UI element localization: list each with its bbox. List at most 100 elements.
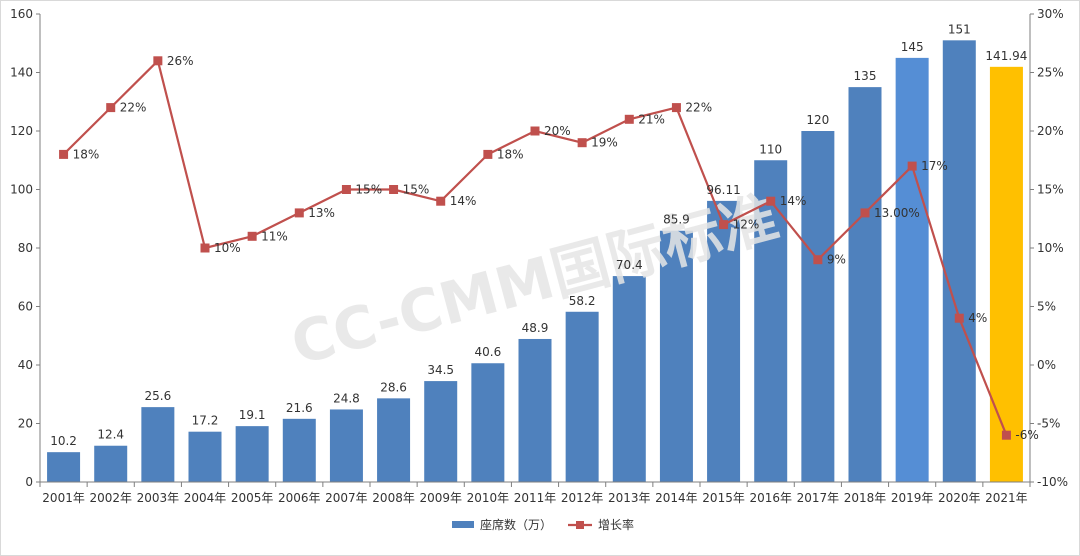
x-tick-label: 2001年 <box>42 491 85 505</box>
bar-value-label: 12.4 <box>97 428 124 442</box>
bar-value-label: 96.11 <box>706 183 740 197</box>
y-left-tick-label: 120 <box>10 124 33 138</box>
growth-rate-label: 18% <box>73 147 100 161</box>
bar <box>471 363 505 482</box>
x-tick-label: 2021年 <box>985 491 1028 505</box>
legend-bar-label: 座席数（万） <box>480 517 552 532</box>
growth-rate-label: 11% <box>261 229 288 243</box>
bar <box>707 200 741 483</box>
bar <box>895 57 929 482</box>
bar-value-label: 151 <box>948 22 971 36</box>
bar <box>989 66 1023 482</box>
x-tick-label: 2019年 <box>891 491 934 505</box>
bar-value-label: 70.4 <box>616 258 643 272</box>
growth-rate-point <box>577 138 587 148</box>
growth-rate-point <box>436 196 446 206</box>
y-right-tick-label: -10% <box>1037 475 1068 489</box>
x-tick-label: 2012年 <box>561 491 604 505</box>
bar-value-label: 48.9 <box>522 321 549 335</box>
y-right-tick-label: 10% <box>1037 241 1064 255</box>
x-tick-label: 2002年 <box>89 491 132 505</box>
x-tick-label: 2011年 <box>514 491 557 505</box>
x-tick-label: 2014年 <box>655 491 698 505</box>
y-left-tick-label: 160 <box>10 7 33 21</box>
legend-line-label: 增长率 <box>598 517 634 532</box>
growth-rate-point <box>294 208 304 218</box>
bar-value-label: 28.6 <box>380 380 407 394</box>
bar <box>377 398 411 482</box>
x-tick-label: 2009年 <box>419 491 462 505</box>
growth-rate-label: 22% <box>685 101 712 115</box>
x-tick-label: 2004年 <box>184 491 227 505</box>
y-right-tick-label: 0% <box>1037 358 1056 372</box>
growth-rate-point <box>106 103 116 113</box>
growth-rate-label: 21% <box>638 112 665 126</box>
growth-rate-point <box>200 243 210 253</box>
y-left-tick-label: 140 <box>10 66 33 80</box>
bar <box>47 452 81 482</box>
growth-rate-point <box>954 313 964 323</box>
x-tick-label: 2015年 <box>702 491 745 505</box>
y-left-tick-label: 20 <box>18 417 33 431</box>
legend-bar-swatch <box>452 521 474 528</box>
bar <box>942 40 976 482</box>
y-right-tick-label: 20% <box>1037 124 1064 138</box>
growth-rate-point <box>1001 430 1011 440</box>
bar-value-label: 110 <box>759 142 782 156</box>
growth-rate-point <box>860 208 870 218</box>
bar <box>235 426 269 482</box>
x-tick-label: 2008年 <box>372 491 415 505</box>
growth-rate-point <box>907 161 917 171</box>
legend: 座席数（万） 增长率 <box>452 517 634 532</box>
x-tick-label: 2007年 <box>325 491 368 505</box>
growth-rate-label: -6% <box>1015 428 1038 442</box>
growth-rate-point <box>624 114 634 124</box>
growth-rate-point <box>247 231 257 241</box>
bar <box>329 409 363 482</box>
growth-rate-label: 17% <box>921 159 948 173</box>
y-right-tick-label: 5% <box>1037 300 1056 314</box>
growth-rate-point <box>341 185 351 194</box>
bar <box>94 445 128 482</box>
growth-rate-label: 15% <box>355 183 382 197</box>
bar-value-label: 19.1 <box>239 408 266 422</box>
bar-value-label: 17.2 <box>192 414 219 428</box>
growth-rate-label: 22% <box>120 101 147 115</box>
x-tick-label: 2017年 <box>797 491 840 505</box>
growth-rate-label: 9% <box>827 253 846 267</box>
growth-rate-label: 13% <box>308 206 335 220</box>
growth-rate-point <box>389 185 399 194</box>
x-tick-label: 2013年 <box>608 491 651 505</box>
bar <box>801 131 835 482</box>
y-right-tick-label: 30% <box>1037 7 1064 21</box>
growth-rate-label: 20% <box>544 124 571 138</box>
bar-value-label: 141.94 <box>985 49 1027 63</box>
bar-value-label: 25.6 <box>144 389 171 403</box>
x-tick-label: 2018年 <box>844 491 887 505</box>
growth-rate-label: 15% <box>403 183 430 197</box>
legend-line-marker <box>576 521 584 529</box>
growth-rate-label: 18% <box>497 147 524 161</box>
bar <box>424 381 458 482</box>
bar-value-label: 10.2 <box>50 434 77 448</box>
x-tick-label: 2005年 <box>231 491 274 505</box>
x-tick-label: 2003年 <box>137 491 180 505</box>
y-left-tick-label: 0 <box>25 475 33 489</box>
x-tick-label: 2010年 <box>467 491 510 505</box>
y-left-tick-label: 40 <box>18 358 33 372</box>
growth-rate-point <box>766 196 776 206</box>
x-tick-label: 2006年 <box>278 491 321 505</box>
bar-value-label: 24.8 <box>333 391 360 405</box>
bar <box>282 418 316 482</box>
x-tick-label: 2020年 <box>938 491 981 505</box>
growth-rate-label: 26% <box>167 54 194 68</box>
y-right-tick-label: 25% <box>1037 66 1064 80</box>
bar-value-label: 85.9 <box>663 213 690 227</box>
bar-value-label: 145 <box>901 40 924 54</box>
bar <box>518 338 552 482</box>
y-left-tick-label: 100 <box>10 183 33 197</box>
growth-rate-point <box>671 103 681 113</box>
growth-rate-point <box>59 149 69 159</box>
growth-rate-label: 14% <box>450 194 477 208</box>
